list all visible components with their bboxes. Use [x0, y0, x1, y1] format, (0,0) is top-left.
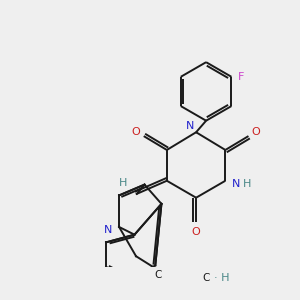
Text: H: H — [243, 179, 251, 189]
Text: O: O — [192, 226, 200, 237]
Text: F: F — [238, 72, 244, 82]
Text: N: N — [186, 121, 194, 131]
Text: O: O — [252, 127, 260, 137]
Text: O: O — [132, 127, 140, 137]
Text: C: C — [155, 270, 162, 280]
Text: · H: · H — [214, 273, 229, 283]
Text: N: N — [232, 179, 240, 189]
Text: N: N — [104, 225, 112, 235]
Text: C: C — [202, 273, 210, 283]
Text: H: H — [119, 178, 127, 188]
